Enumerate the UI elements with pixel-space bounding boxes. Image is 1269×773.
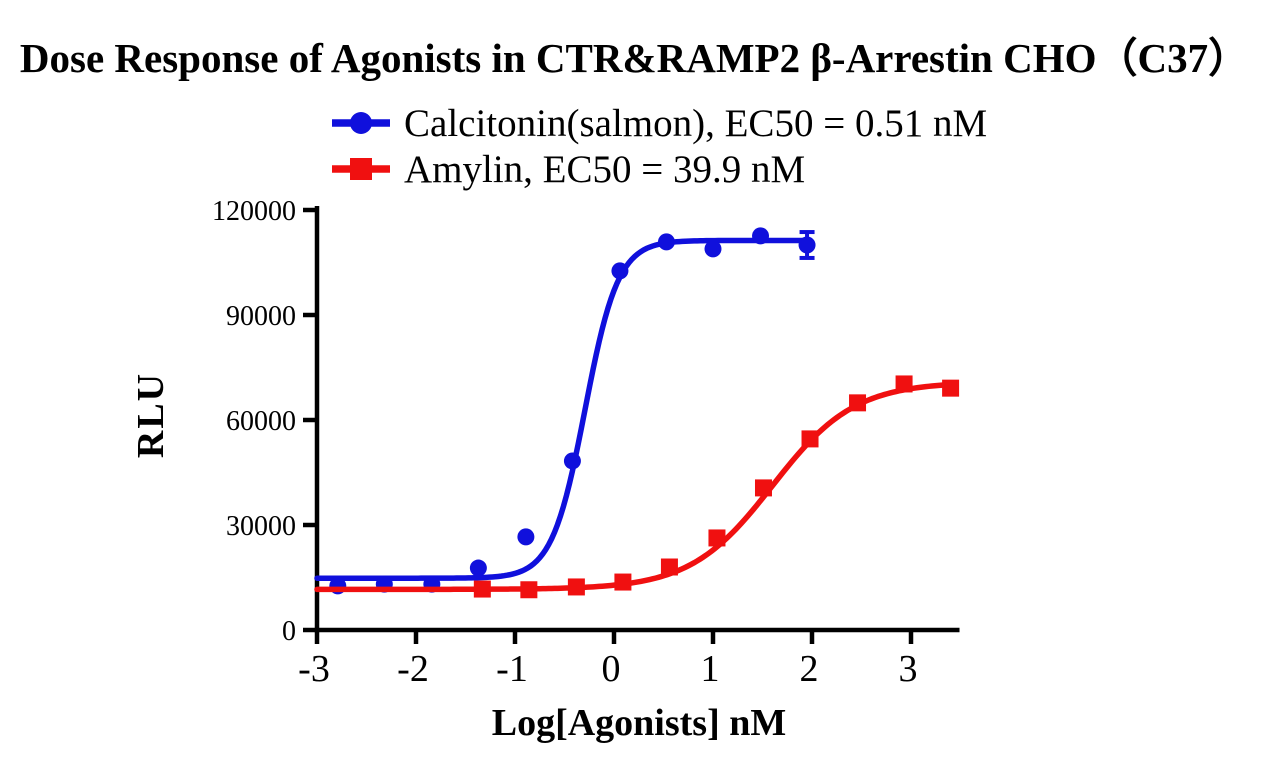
x-tick-label: 3 bbox=[899, 648, 918, 690]
x-tick-label: 2 bbox=[800, 648, 819, 690]
data-point-amylin bbox=[801, 430, 819, 448]
fit-curve-amylin bbox=[314, 381, 959, 593]
data-point-calcitonin-salmon- bbox=[611, 262, 629, 280]
amylin-square-marker-icon bbox=[332, 158, 390, 180]
data-point-amylin bbox=[520, 581, 538, 599]
data-point-calcitonin-salmon- bbox=[517, 528, 535, 546]
data-point-calcitonin-salmon- bbox=[798, 236, 816, 254]
data-point-calcitonin-salmon- bbox=[563, 452, 581, 470]
data-point-amylin bbox=[895, 375, 913, 393]
data-point-calcitonin-salmon- bbox=[752, 227, 770, 245]
y-tick-label: 0 bbox=[282, 616, 296, 647]
fit-curve-calcitonin-salmon- bbox=[314, 237, 813, 581]
chart-title: Dose Response of Agonists in CTR&RAMP2 β… bbox=[19, 35, 1250, 81]
x-tick-label: -3 bbox=[298, 648, 330, 690]
data-point-amylin bbox=[708, 529, 726, 547]
legend-label-amylin: Amylin, EC50 = 39.9 nM bbox=[404, 147, 806, 191]
data-point-calcitonin-salmon- bbox=[704, 240, 722, 258]
data-point-amylin bbox=[754, 479, 772, 497]
calcitonin-legend-circle bbox=[350, 112, 372, 134]
y-tick-label: 90000 bbox=[226, 301, 296, 332]
y-tick-label: 60000 bbox=[226, 406, 296, 437]
legend-label-calcitonin: Calcitonin(salmon), EC50 = 0.51 nM bbox=[404, 101, 988, 145]
y-tick-label: 120000 bbox=[212, 196, 296, 227]
data-point-amylin bbox=[660, 558, 678, 576]
legend-item-amylin: Amylin, EC50 = 39.9 nM bbox=[332, 146, 987, 192]
data-point-amylin bbox=[567, 578, 585, 596]
data-point-amylin bbox=[473, 580, 491, 598]
y-tick-label: 30000 bbox=[226, 511, 296, 542]
x-tick-label: 1 bbox=[701, 648, 720, 690]
amylin-legend-square bbox=[350, 158, 372, 180]
x-axis-title: Log[Agonists] nM bbox=[491, 702, 787, 744]
y-axis-title: RLU bbox=[130, 371, 172, 459]
data-point-calcitonin-salmon- bbox=[657, 233, 675, 251]
x-tick-label: -1 bbox=[496, 648, 528, 690]
data-point-calcitonin-salmon- bbox=[469, 559, 487, 577]
data-point-amylin bbox=[942, 379, 960, 397]
legend-item-calcitonin: Calcitonin(salmon), EC50 = 0.51 nM bbox=[332, 100, 987, 146]
data-point-amylin bbox=[614, 573, 632, 591]
x-tick-label: 0 bbox=[602, 648, 621, 690]
legend: Calcitonin(salmon), EC50 = 0.51 nM Amyli… bbox=[332, 100, 987, 192]
calcitonin-circle-marker-icon bbox=[332, 112, 390, 134]
data-point-amylin bbox=[849, 394, 867, 412]
x-tick-label: -2 bbox=[397, 648, 429, 690]
